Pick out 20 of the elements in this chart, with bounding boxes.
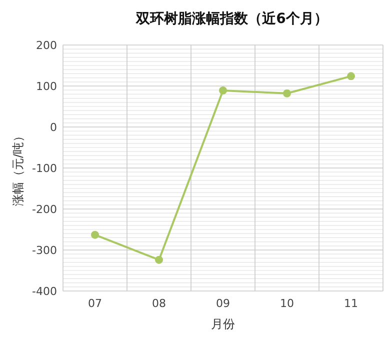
y-tick-label: -300 (32, 244, 57, 257)
y-tick-label: -100 (32, 162, 57, 175)
y-tick-label: -200 (32, 203, 57, 216)
y-tick-label: 100 (36, 80, 57, 93)
y-tick-label: -400 (32, 285, 57, 298)
point (347, 72, 355, 80)
x-tick-label: 11 (344, 297, 358, 310)
x-axis-title: 月份 (211, 317, 235, 331)
x-tick-label: 09 (216, 297, 230, 310)
point (283, 89, 291, 98)
x-tick-label: 07 (88, 297, 102, 310)
y-axis-title: 涨幅（元/吨） (11, 130, 25, 206)
point (219, 86, 227, 95)
point (91, 230, 99, 239)
chart-title: 双环树脂涨幅指数（近6个月） (135, 10, 328, 27)
y-tick-label: 200 (36, 39, 57, 52)
y-tick-label: 0 (50, 121, 57, 134)
x-tick-label: 10 (280, 297, 294, 310)
x-tick-label: 08 (152, 297, 166, 310)
point (155, 256, 163, 264)
